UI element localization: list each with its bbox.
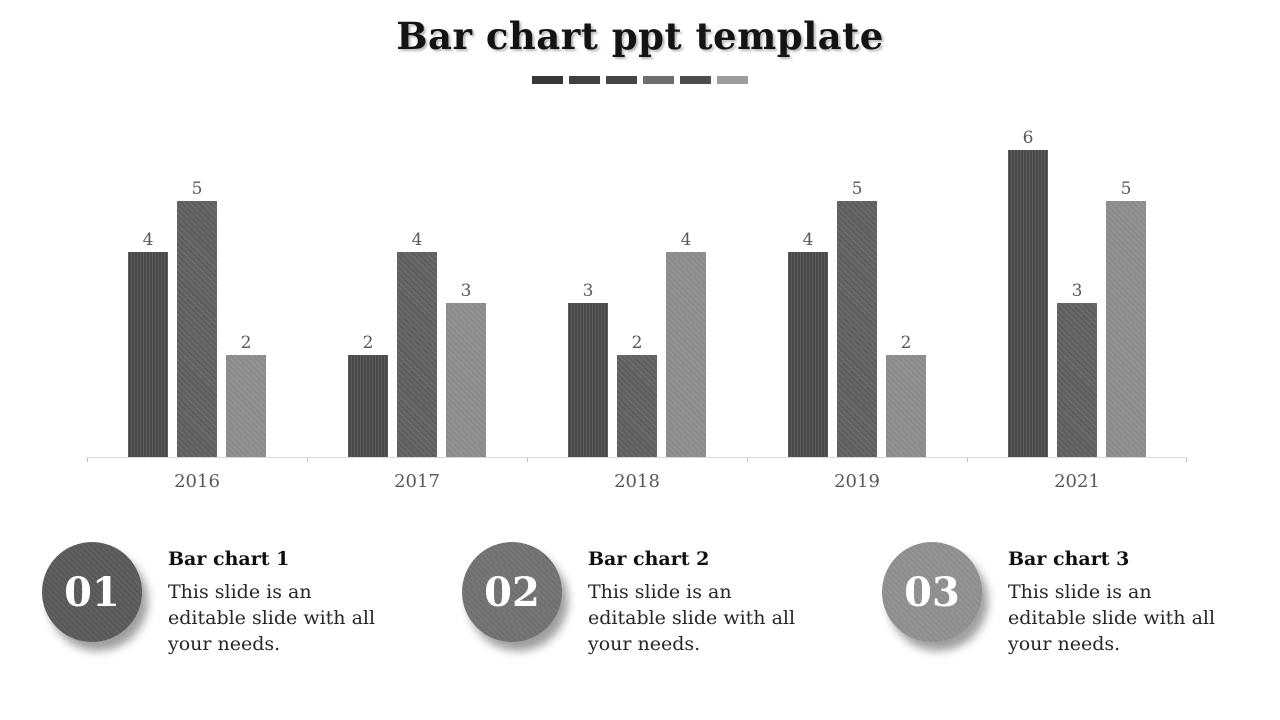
bar-rect: [177, 201, 217, 457]
bar-2018-series-2: 2: [617, 332, 657, 458]
callout-3-number-circle: 03: [882, 542, 982, 642]
data-label: 4: [680, 230, 692, 251]
data-label: 5: [191, 179, 203, 199]
callout-3: 03 Bar chart 3 This slide is an editable…: [882, 542, 1226, 657]
x-axis-label: 2018: [614, 471, 660, 492]
callout-3-body: This slide is an editable slide with all…: [1008, 581, 1216, 655]
chart-plot-area: 4 5 2 2 4 3 3 2 4 4 5 2 6 3 5: [87, 126, 1187, 458]
bar-rect: [617, 354, 657, 458]
x-axis-label: 2016: [174, 471, 220, 492]
axis-tick: [87, 458, 88, 462]
bar-2019-series-2: 5: [837, 181, 877, 457]
x-axis-label: 2017: [394, 471, 440, 492]
bar-2016-series-1: 4: [128, 232, 168, 457]
bar-rect: [666, 252, 706, 457]
callout-2-number: 02: [484, 568, 540, 616]
callout-3-text: Bar chart 3 This slide is an editable sl…: [1008, 542, 1226, 657]
x-axis-label: 2021: [1054, 471, 1100, 492]
bar-rect: [837, 201, 877, 457]
data-label: 4: [142, 230, 154, 251]
bar-rect: [1106, 201, 1146, 457]
data-label: 5: [851, 179, 863, 199]
bar-2019-series-1: 4: [788, 232, 828, 457]
callout-3-number: 03: [904, 568, 960, 616]
bar-chart: 4 5 2 2 4 3 3 2 4 4 5 2 6 3 5 2016 2017 2018 2019 2021: [87, 126, 1187, 492]
bar-rect: [397, 252, 437, 457]
data-label: 2: [900, 332, 912, 353]
callout-2-title: Bar chart 2: [588, 548, 710, 570]
x-axis-label: 2019: [834, 471, 880, 492]
accent-dash-5: [680, 76, 711, 84]
accent-dash-6: [717, 76, 748, 84]
bar-2017-series-1: 2: [348, 332, 388, 458]
bar-2016-series-3: 2: [226, 332, 266, 458]
data-label: 4: [802, 230, 814, 251]
bar-2017-series-3: 3: [446, 283, 486, 457]
data-label: 3: [582, 281, 594, 302]
bar-rect: [568, 303, 608, 457]
bar-2019-series-3: 2: [886, 332, 926, 458]
callout-1-number: 01: [64, 568, 120, 616]
bar-rect: [226, 354, 266, 458]
category-group-2018: 3 2 4: [527, 232, 747, 458]
bar-rect: [128, 252, 168, 457]
data-label: 2: [240, 332, 252, 353]
category-group-2021: 6 3 5: [967, 127, 1187, 458]
bar-2021-series-1: 6: [1008, 127, 1048, 458]
callout-2: 02 Bar chart 2 This slide is an editable…: [462, 542, 806, 657]
title-accent-dashes: [0, 76, 1280, 84]
data-label: 2: [631, 332, 643, 353]
data-label: 6: [1022, 127, 1034, 148]
bar-rect: [788, 252, 828, 457]
bar-2018-series-3: 4: [666, 232, 706, 457]
callout-1-text: Bar chart 1 This slide is an editable sl…: [168, 542, 386, 657]
bar-rect: [1008, 149, 1048, 458]
accent-dash-2: [569, 76, 600, 84]
data-label: 5: [1120, 179, 1132, 199]
callout-1-body: This slide is an editable slide with all…: [168, 581, 376, 655]
bar-rect: [1057, 303, 1097, 457]
category-group-2019: 4 5 2: [747, 181, 967, 458]
data-label: 3: [1071, 281, 1083, 302]
axis-tick: [967, 458, 968, 462]
data-label: 2: [362, 332, 374, 353]
bar-2016-series-2: 5: [177, 181, 217, 457]
callout-1-title: Bar chart 1: [168, 548, 290, 570]
axis-tick: [1186, 458, 1187, 462]
callout-1: 01 Bar chart 1 This slide is an editable…: [42, 542, 386, 657]
bar-2021-series-3: 5: [1106, 181, 1146, 457]
bar-2017-series-2: 4: [397, 232, 437, 457]
bar-2021-series-2: 3: [1057, 283, 1097, 457]
category-group-2016: 4 5 2: [87, 181, 307, 458]
callout-2-number-circle: 02: [462, 542, 562, 642]
axis-tick: [747, 458, 748, 462]
callout-3-title: Bar chart 3: [1008, 548, 1130, 570]
bar-2018-series-1: 3: [568, 283, 608, 457]
callout-2-body: This slide is an editable slide with all…: [588, 581, 796, 655]
bar-rect: [446, 303, 486, 457]
x-axis-labels: 2016 2017 2018 2019 2021: [87, 471, 1187, 492]
bar-rect: [348, 354, 388, 458]
axis-tick: [307, 458, 308, 462]
bar-rect: [886, 354, 926, 458]
callout-2-text: Bar chart 2 This slide is an editable sl…: [588, 542, 806, 657]
callout-1-number-circle: 01: [42, 542, 142, 642]
category-group-2017: 2 4 3: [307, 232, 527, 458]
x-axis-line: [87, 457, 1187, 462]
axis-tick: [527, 458, 528, 462]
data-label: 3: [460, 281, 472, 302]
slide-title: Bar chart ppt template: [396, 14, 884, 58]
data-label: 4: [411, 230, 423, 251]
accent-dash-3: [606, 76, 637, 84]
accent-dash-1: [532, 76, 563, 84]
accent-dash-4: [643, 76, 674, 84]
